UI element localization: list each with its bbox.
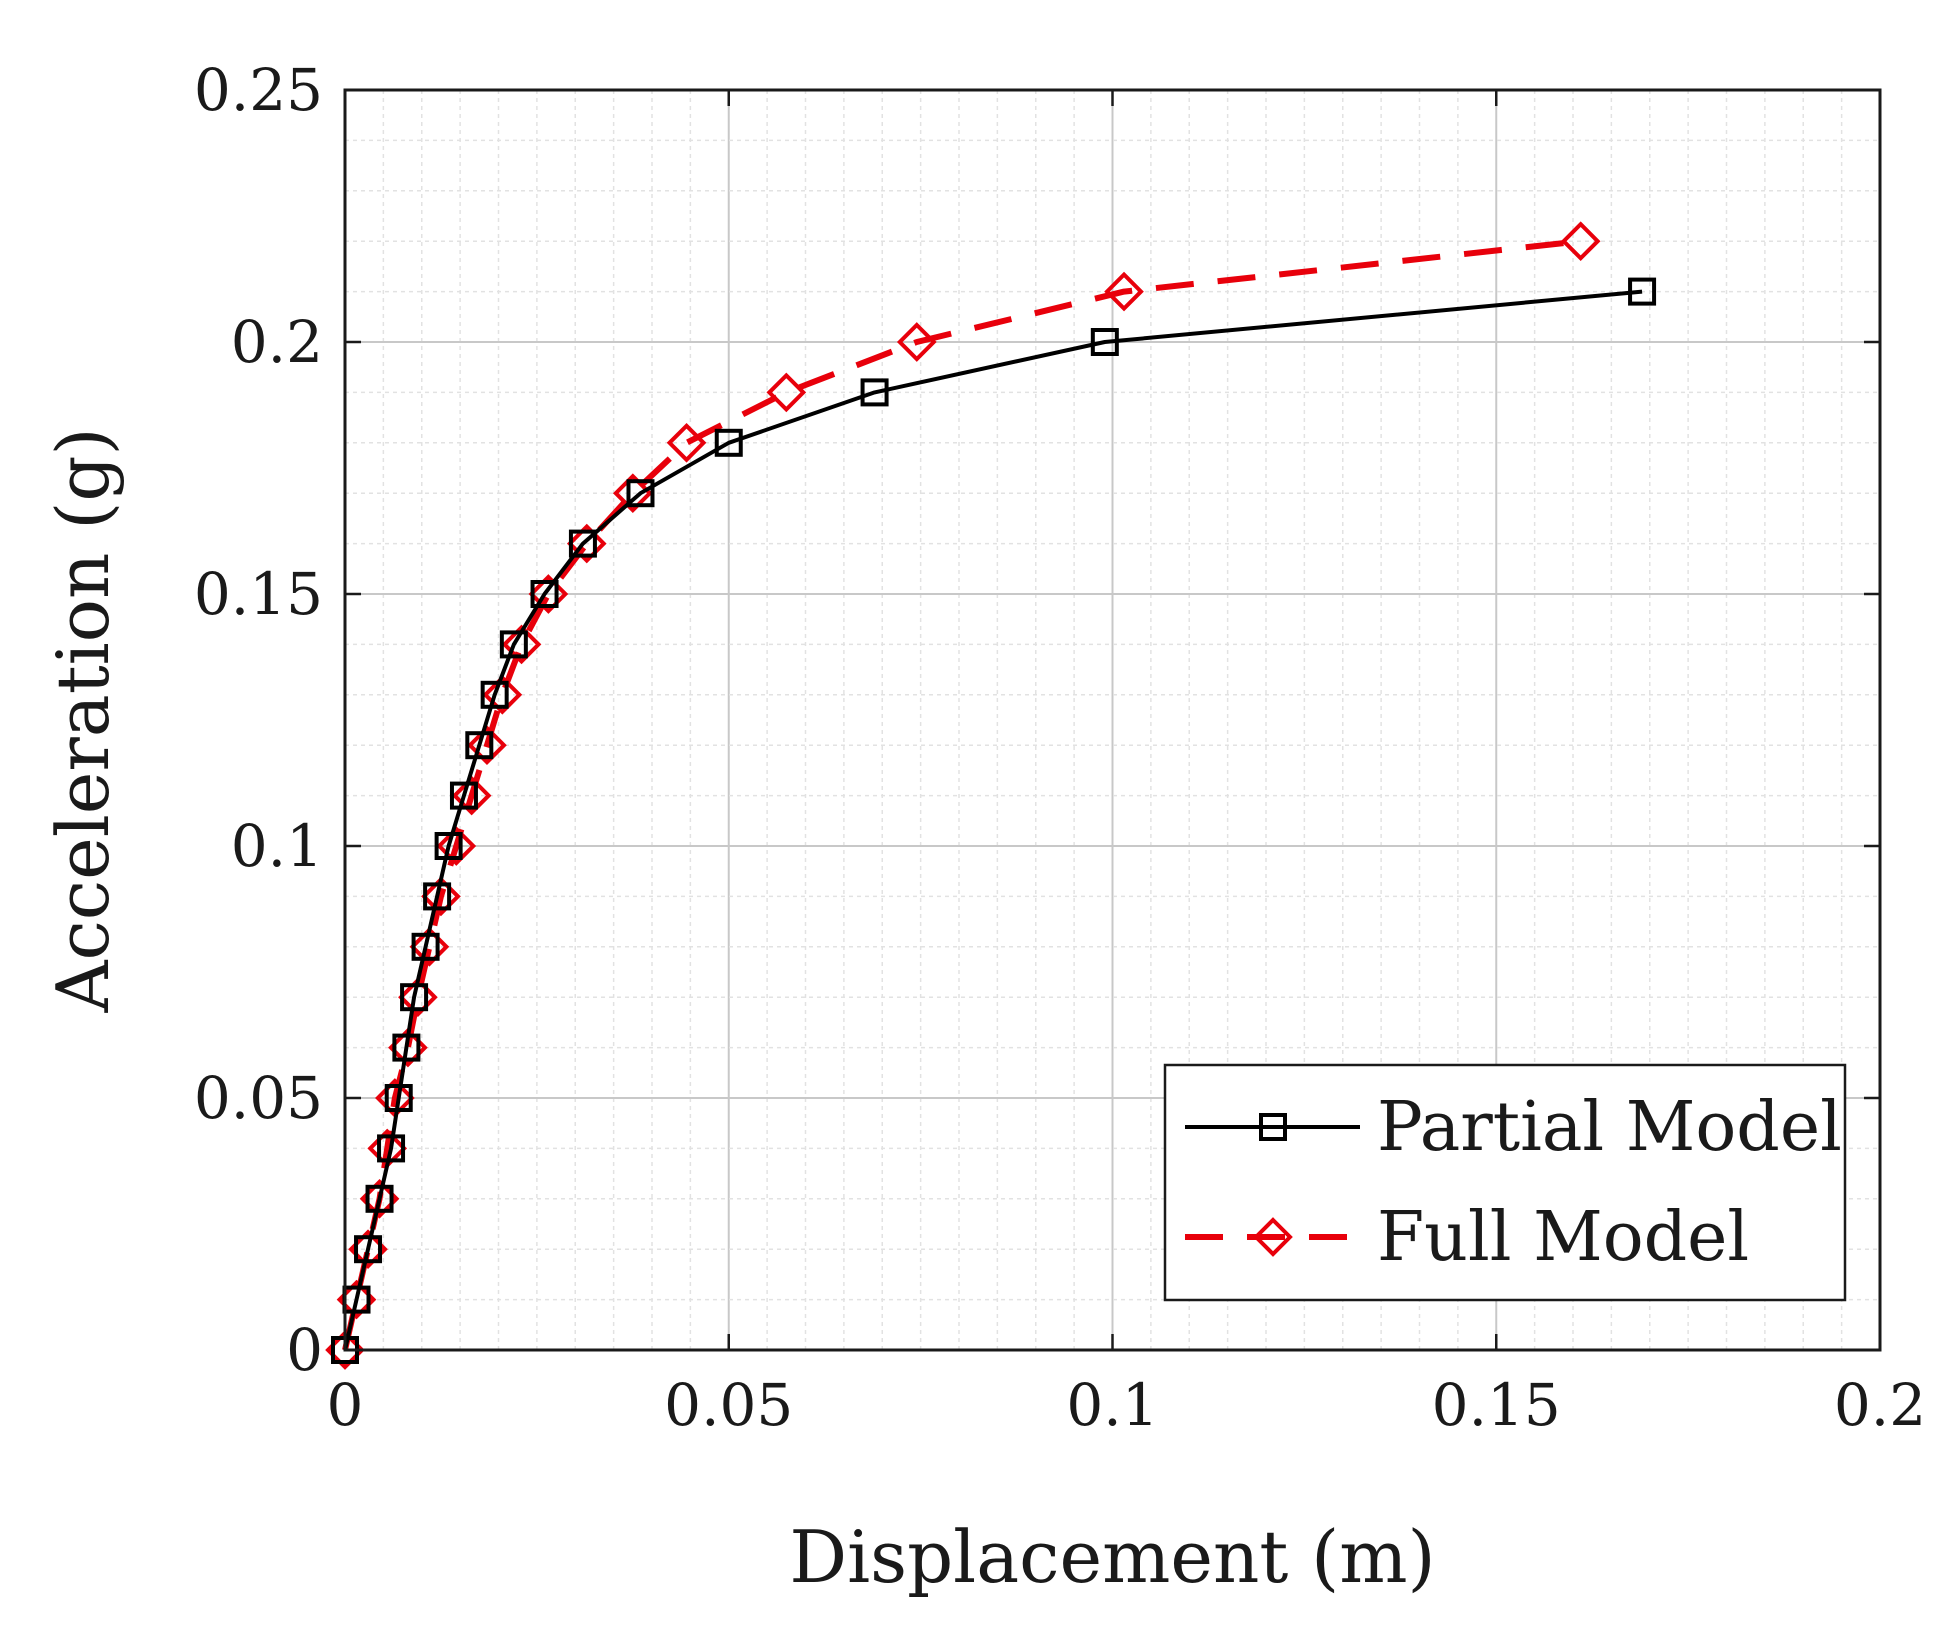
y-tick-label: 0.15 (194, 560, 323, 628)
data-point (1090, 328, 1119, 356)
data-point (434, 832, 463, 860)
x-tick-label: 0.2 (1834, 1371, 1926, 1439)
y-tick-label: 0.2 (231, 308, 323, 376)
x-tick-label: 0.05 (664, 1371, 793, 1439)
data-point (528, 574, 569, 614)
data-point (566, 523, 607, 564)
series-partial-model (331, 277, 1657, 1364)
data-point (530, 580, 559, 608)
data-point (714, 428, 743, 457)
data-point (568, 529, 597, 558)
x-tick-label: 0.15 (1432, 1371, 1561, 1439)
data-point (398, 977, 438, 1018)
y-tick-label: 0.1 (231, 812, 323, 880)
y-tick-label: 0 (286, 1316, 323, 1384)
legend: Partial Model Full Model (1163, 1063, 1847, 1302)
legend-entry: Full Model (1185, 1198, 1749, 1277)
tick-labels: 0 0.05 0.1 0.15 0.2 0 0.05 0.1 0.15 0.2 0.25 (194, 56, 1926, 1439)
x-axis-label: Displacement (m) (789, 1515, 1435, 1599)
data-point (354, 1235, 383, 1264)
data-point (1560, 221, 1601, 262)
legend-label: Full Model (1377, 1198, 1749, 1277)
legend-swatch-marker (1259, 1113, 1287, 1141)
data-point (612, 473, 653, 514)
legend-swatch-marker (1253, 1217, 1293, 1257)
y-axis-label: Acceleration (g) (41, 427, 125, 1013)
x-tick-label: 0.1 (1066, 1371, 1158, 1439)
data-point (626, 479, 655, 508)
data-point (1104, 271, 1144, 312)
data-point (377, 1134, 406, 1163)
x-tick-label: 0 (327, 1371, 364, 1439)
data-point (451, 775, 492, 816)
series-line (343, 289, 1643, 1351)
data-point (467, 725, 507, 766)
data-point (1628, 277, 1657, 306)
data-point (436, 826, 477, 866)
legend-box (1163, 1063, 1847, 1302)
data-point (365, 1184, 394, 1213)
data-point (482, 674, 523, 715)
legend-entry: Partial Model (1185, 1088, 1842, 1167)
data-point (860, 378, 889, 407)
data-point (384, 1084, 413, 1112)
data-point (766, 372, 807, 413)
legend-entries: Partial Model Full Model (1185, 1088, 1842, 1277)
y-tick-label: 0.05 (194, 1064, 323, 1132)
legend-label: Partial Model (1377, 1088, 1842, 1167)
data-point (480, 680, 509, 709)
data-point (400, 983, 429, 1012)
data-point (423, 882, 452, 911)
data-point (421, 876, 461, 917)
data-point (896, 322, 937, 362)
data-point (409, 926, 450, 967)
data-point (392, 1033, 421, 1062)
series-layer (325, 221, 1657, 1370)
data-point (501, 624, 542, 665)
data-point (499, 630, 528, 659)
data-point (411, 932, 440, 961)
y-tick-label: 0.25 (194, 56, 323, 124)
data-point (666, 422, 707, 463)
data-point (465, 731, 494, 760)
data-point (449, 781, 478, 810)
